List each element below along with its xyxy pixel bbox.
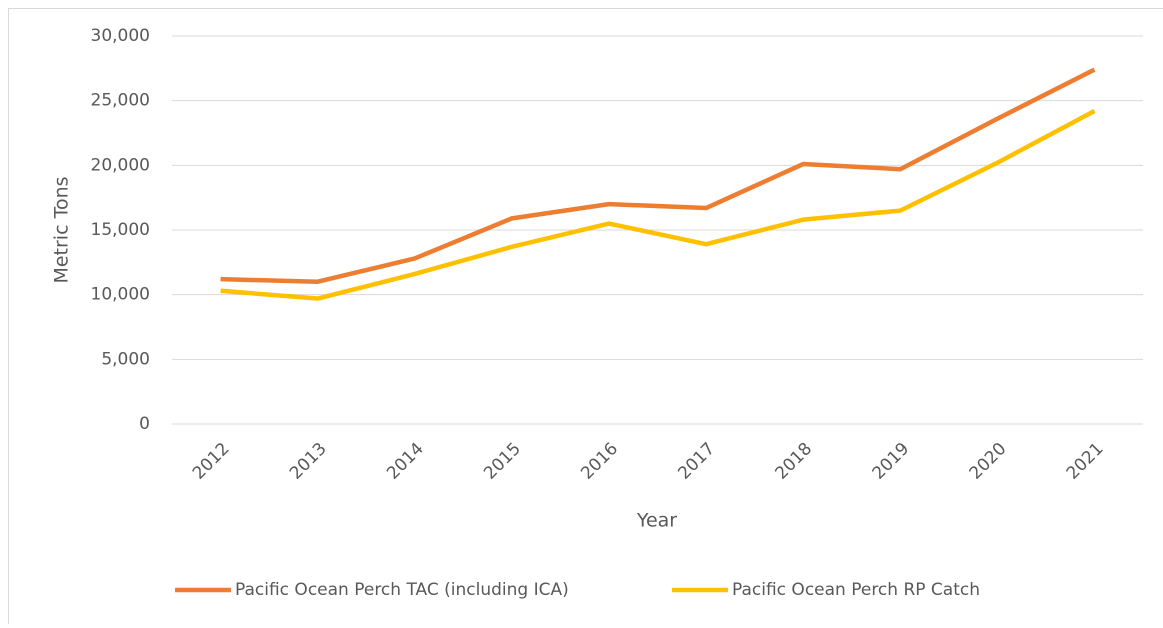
y-tick-label: 0 bbox=[139, 414, 150, 434]
legend-label: Pacific Ocean Perch RP Catch bbox=[732, 580, 980, 600]
x-tick-label: 2018 bbox=[771, 439, 816, 484]
legend-label: Pacific Ocean Perch TAC (including ICA) bbox=[235, 580, 569, 600]
x-axis-label: Year bbox=[636, 510, 677, 532]
y-tick-label: 25,000 bbox=[91, 91, 150, 111]
y-tick-label: 20,000 bbox=[91, 155, 150, 175]
y-tick-label: 5,000 bbox=[101, 349, 150, 369]
x-tick-label: 2020 bbox=[966, 439, 1011, 484]
x-tick-label: 2012 bbox=[189, 439, 234, 484]
y-axis-label: Metric Tons bbox=[51, 176, 73, 283]
x-tick-label: 2021 bbox=[1063, 439, 1108, 484]
x-tick-label: 2019 bbox=[869, 439, 914, 484]
x-tick-label: 2016 bbox=[577, 439, 622, 484]
x-tick-label: 2017 bbox=[674, 439, 719, 484]
y-tick-label: 15,000 bbox=[91, 220, 150, 240]
x-tick-label: 2014 bbox=[383, 439, 428, 484]
y-tick-label: 30,000 bbox=[91, 26, 150, 46]
x-tick-label: 2013 bbox=[286, 439, 331, 484]
x-tick-label: 2015 bbox=[480, 439, 525, 484]
y-tick-label: 10,000 bbox=[91, 285, 150, 305]
series-line bbox=[221, 70, 1095, 282]
